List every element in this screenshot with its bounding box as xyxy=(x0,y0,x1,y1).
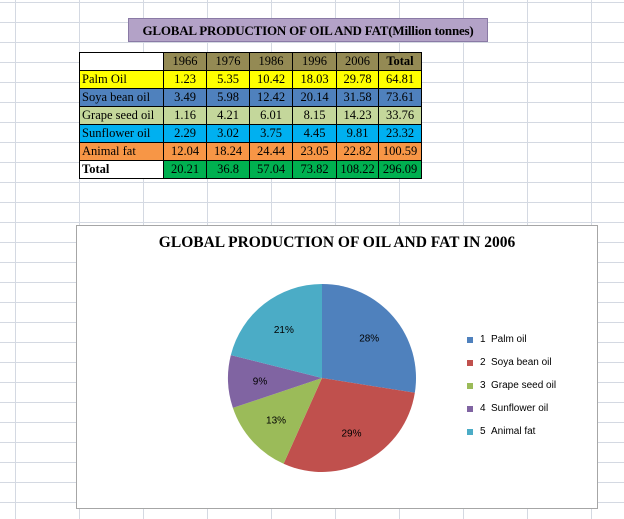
table-row: Palm Oil 1.23 5.35 10.42 18.03 29.78 64.81 xyxy=(79,70,422,89)
table-cell: 29.78 xyxy=(336,70,379,89)
pie-data-label: 28% xyxy=(359,334,379,345)
table-cell: 22.82 xyxy=(336,142,379,161)
table-cell: 64.81 xyxy=(378,70,422,89)
legend-item: 3 Grape seed oil xyxy=(467,380,595,403)
table-cell: 20.21 xyxy=(163,160,207,179)
table-cell: 18.03 xyxy=(292,70,337,89)
legend-label: Soya bean oil xyxy=(491,357,552,368)
table-cell: 9.81 xyxy=(336,124,379,143)
column-header-1966: 1966 xyxy=(163,52,207,71)
table-cell: 12.42 xyxy=(249,88,293,107)
production-table: 1966 1976 1986 1996 2006 Total Palm Oil 1.23 5.3… xyxy=(79,52,422,179)
table-cell: 2.29 xyxy=(163,124,207,143)
table-cell: 57.04 xyxy=(249,160,293,179)
table-cell: 1.23 xyxy=(163,70,207,89)
legend-number: 2 xyxy=(480,357,486,368)
column-header-1986: 1986 xyxy=(249,52,293,71)
table-row: Grape seed oil 1.16 4.21 6.01 8.15 14.23 33.76 xyxy=(79,106,422,125)
legend-number: 5 xyxy=(480,426,486,437)
legend-label: Animal fat xyxy=(491,426,536,437)
legend-swatch xyxy=(467,406,473,412)
table-title: GLOBAL PRODUCTION OF OIL AND FAT(Million… xyxy=(128,18,488,42)
table-row: Soya bean oil 3.49 5.98 12.42 20.14 31.58 73.6… xyxy=(79,88,422,107)
table-cell: 5.35 xyxy=(206,70,250,89)
table-cell: 4.21 xyxy=(206,106,250,125)
legend-number: 1 xyxy=(480,334,486,345)
table-cell: 31.58 xyxy=(336,88,379,107)
legend-label: Palm oil xyxy=(491,334,527,345)
legend-item: 4 Sunflower oil xyxy=(467,403,595,426)
legend-swatch xyxy=(467,429,473,435)
pie-data-label: 9% xyxy=(253,376,268,387)
table-cell: 73.82 xyxy=(292,160,337,179)
legend-label: Grape seed oil xyxy=(491,380,557,391)
table-cell: 23.05 xyxy=(292,142,337,161)
table-cell: 10.42 xyxy=(249,70,293,89)
pie-slice-grape-seed-oil xyxy=(232,378,322,464)
row-label: Animal fat xyxy=(79,142,164,161)
legend-swatch xyxy=(467,337,473,343)
chart-title: GLOBAL PRODUCTION OF OIL AND FAT IN 2006 xyxy=(158,234,516,251)
table-row: Total 20.21 36.8 57.04 73.82 108.22 296.09 xyxy=(79,160,422,179)
table-cell: 108.22 xyxy=(336,160,379,179)
table-cell: 6.01 xyxy=(249,106,293,125)
table-cell: 24.44 xyxy=(249,142,293,161)
table-cell: 8.15 xyxy=(292,106,337,125)
pie-slice-animal-fat xyxy=(230,284,322,378)
table-cell: 73.61 xyxy=(378,88,422,107)
legend-number: 4 xyxy=(480,403,486,414)
legend-number: 3 xyxy=(480,380,486,391)
table-cell: 33.76 xyxy=(378,106,422,125)
pie-data-label: 21% xyxy=(274,325,294,336)
legend-swatch xyxy=(467,360,473,366)
legend-item: 2 Soya bean oil xyxy=(467,357,595,380)
chart-legend: 1 Palm oil 2 Soya bean oil 3 Grape seed oil 4 S… xyxy=(467,334,595,449)
legend-swatch xyxy=(467,383,473,389)
column-header-2006: 2006 xyxy=(336,52,379,71)
table-cell: 18.24 xyxy=(206,142,250,161)
table-row: Animal fat 12.04 18.24 24.44 23.05 22.82 100.5… xyxy=(79,142,422,161)
pie-data-label: 29% xyxy=(342,429,362,440)
pie-slice-soya-bean-oil xyxy=(283,378,415,472)
row-label: Soya bean oil xyxy=(79,88,164,107)
table-cell: 1.16 xyxy=(163,106,207,125)
table-cell: 3.49 xyxy=(163,88,207,107)
table-cell: 4.45 xyxy=(292,124,337,143)
table-row: Sunflower oil 2.29 3.02 3.75 4.45 9.81 23.32 xyxy=(79,124,422,143)
table-header-row: 1966 1976 1986 1996 2006 Total xyxy=(79,52,422,71)
header-blank-cell xyxy=(79,52,164,71)
row-label: Palm Oil xyxy=(79,70,164,89)
pie-slice-sunflower-oil xyxy=(227,355,322,408)
table-cell: 3.75 xyxy=(249,124,293,143)
pie-slice-palm-oil xyxy=(322,284,416,393)
row-label: Sunflower oil xyxy=(79,124,164,143)
table-cell: 20.14 xyxy=(292,88,337,107)
table-cell: 36.8 xyxy=(206,160,250,179)
table-cell: 5.98 xyxy=(206,88,250,107)
table-cell: 23.32 xyxy=(378,124,422,143)
row-label: Total xyxy=(79,160,164,179)
table-cell: 12.04 xyxy=(163,142,207,161)
legend-item: 5 Animal fat xyxy=(467,426,595,449)
legend-item: 1 Palm oil xyxy=(467,334,595,357)
row-label: Grape seed oil xyxy=(79,106,164,125)
pie-chart-panel: GLOBAL PRODUCTION OF OIL AND FAT IN 2006… xyxy=(76,225,598,509)
pie-chart: 28% 29% 13% 9% 21% xyxy=(227,284,416,472)
pie-data-label: 13% xyxy=(266,416,286,427)
table-cell: 3.02 xyxy=(206,124,250,143)
table-cell: 296.09 xyxy=(378,160,422,179)
legend-label: Sunflower oil xyxy=(491,403,549,414)
table-cell: 14.23 xyxy=(336,106,379,125)
table-cell: 100.59 xyxy=(378,142,422,161)
column-header-1996: 1996 xyxy=(292,52,337,71)
column-header-1976: 1976 xyxy=(206,52,250,71)
column-header-total: Total xyxy=(378,52,422,71)
